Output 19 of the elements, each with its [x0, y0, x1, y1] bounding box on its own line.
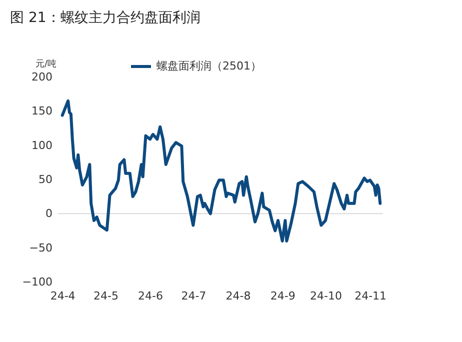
chart-title: 图 21：螺纹主力合约盘面利润	[10, 10, 200, 26]
x-tick-label: 24-4	[50, 290, 76, 302]
y-tick-label: 50	[38, 173, 52, 186]
y-tick-label: 150	[32, 104, 52, 118]
x-tick-label: 24-6	[138, 290, 164, 302]
y-axis-title: 元/吨	[35, 58, 56, 70]
y-tick-label: 0	[46, 207, 52, 220]
x-tick-label: 24-5	[93, 290, 118, 302]
x-tick-label: 24-7	[181, 290, 206, 302]
x-tick-label: 24-9	[270, 290, 296, 302]
legend-label: 螺盘面利润（2501）	[156, 60, 262, 72]
x-tick-label: 24-11	[354, 290, 387, 302]
x-tick-label: 24-10	[310, 290, 342, 302]
y-tick-label: 100	[32, 138, 52, 152]
line-series	[60, 99, 382, 242]
y-tick-label: −50	[29, 241, 52, 254]
x-tick-label: 24-8	[226, 290, 251, 302]
y-tick-label: −100	[22, 276, 52, 288]
y-tick-label: 200	[32, 70, 52, 84]
